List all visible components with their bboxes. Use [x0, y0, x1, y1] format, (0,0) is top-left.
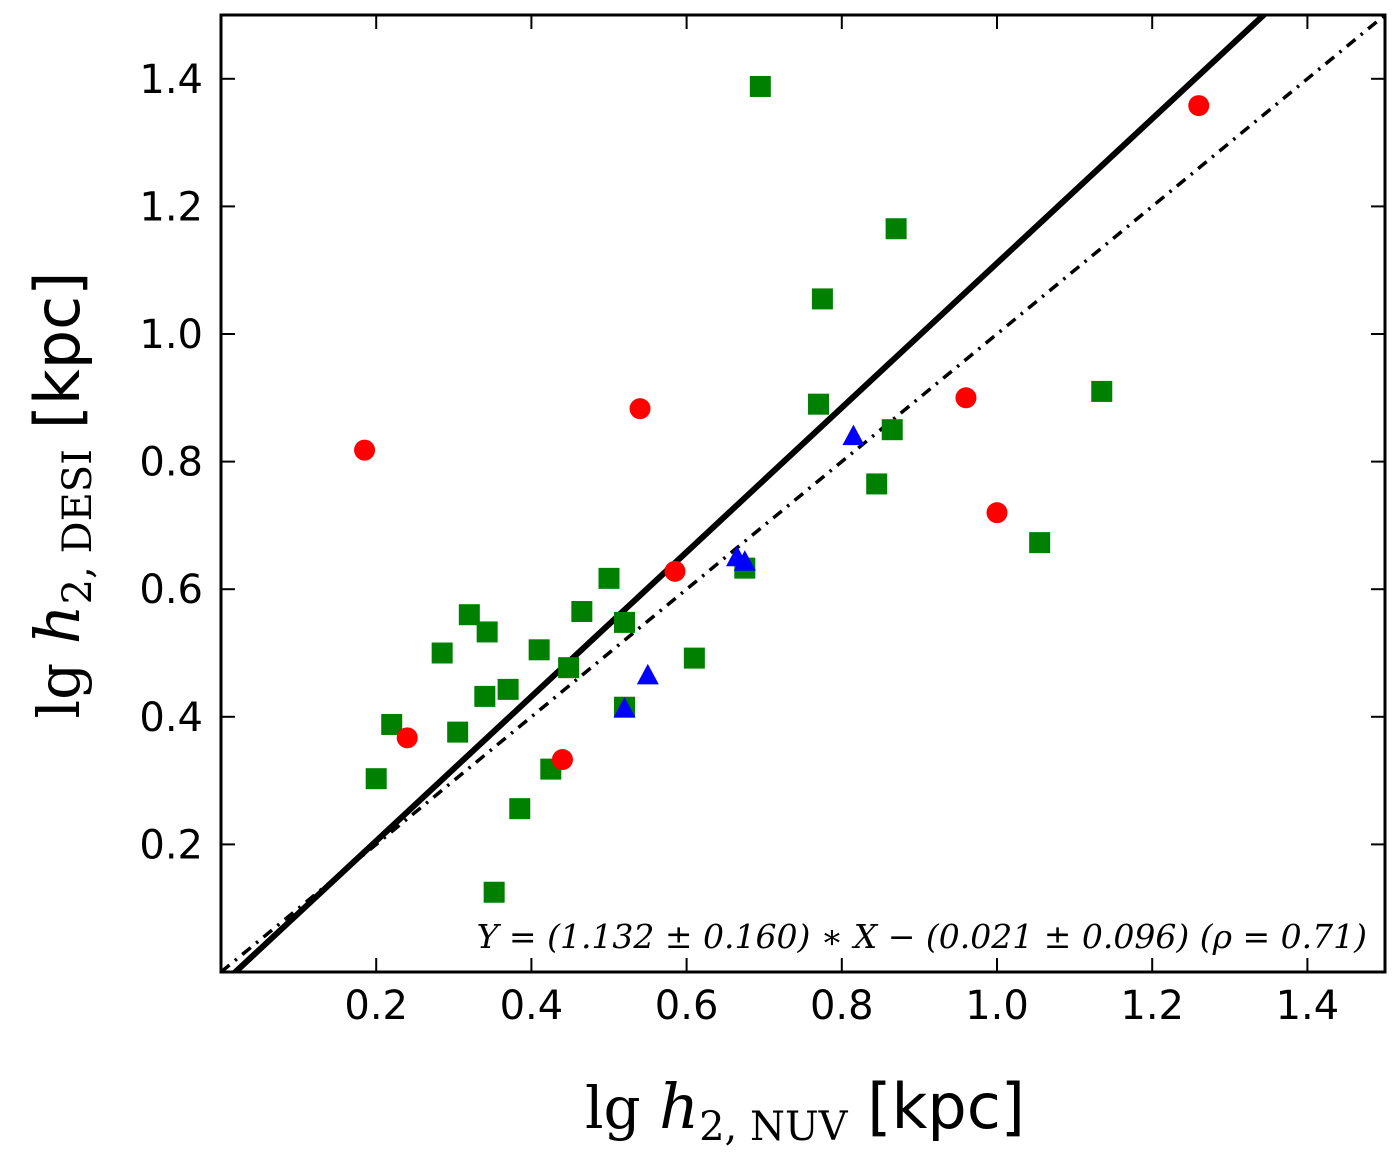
x-axis-title-prefix: lg: [585, 1074, 659, 1142]
axis-ticks: 0.2 0.4 0.6 0.8 1.0 1.2 1.4 0.2 0.4 0.6 0.8 1.0 1.2 1…: [139, 15, 1385, 1029]
point-square: [509, 798, 531, 820]
data-points: [354, 75, 1210, 903]
point-triangle: [636, 663, 659, 685]
y-tick-label: 0.8: [139, 440, 203, 486]
point-circle: [986, 502, 1008, 524]
point-square: [528, 639, 550, 661]
x-axis-title-var: h: [659, 1070, 699, 1143]
y-tick-label: 1.4: [139, 57, 203, 103]
y-axis-title-prefix: lg: [25, 644, 93, 718]
fit-line: [230, 15, 1269, 972]
point-square: [497, 678, 519, 700]
point-square: [866, 473, 888, 495]
point-square: [1029, 532, 1051, 554]
x-tick-label: 1.0: [965, 983, 1029, 1029]
annotation-fit-equation: Y = (1.132 ± 0.160) ∗ X − (0.021 ± 0.096…: [477, 917, 1367, 956]
y-axis-title: lg h2, DESI [kpc]: [21, 272, 101, 719]
point-square: [447, 721, 469, 743]
point-square: [483, 881, 505, 903]
x-axis-title-spacer: [848, 1070, 868, 1143]
y-axis-title-sub: 2, DESI: [55, 449, 101, 604]
point-circle: [551, 749, 573, 771]
x-tick-label: 1.2: [1120, 983, 1184, 1029]
x-axis-title-unit: [kpc]: [867, 1070, 1025, 1143]
y-tick-label: 1.2: [139, 184, 203, 230]
point-circle: [1188, 95, 1210, 117]
point-square: [598, 567, 620, 589]
point-triangle: [613, 697, 636, 718]
point-square: [476, 621, 498, 643]
point-triangle: [842, 424, 865, 446]
point-square: [381, 713, 403, 735]
point-square: [683, 647, 705, 669]
point-square: [365, 768, 387, 790]
point-square: [558, 657, 580, 679]
y-tick-label: 0.2: [139, 822, 203, 868]
point-square: [431, 642, 453, 664]
x-tick-label: 1.4: [1276, 983, 1340, 1029]
y-tick-label: 0.4: [139, 695, 203, 741]
point-square: [881, 419, 903, 441]
x-axis-title-sub: 2, NUV: [699, 1104, 849, 1150]
fit-lines: [221, 15, 1385, 972]
x-tick-label: 0.8: [810, 983, 874, 1029]
point-square: [571, 601, 593, 623]
x-tick-label: 0.2: [344, 983, 408, 1029]
y-tick-label: 1.0: [139, 312, 203, 358]
point-square: [885, 218, 907, 240]
point-square: [458, 604, 480, 626]
y-axis-title-var: h: [21, 604, 94, 644]
point-circle: [955, 387, 977, 409]
point-triangle: [733, 550, 756, 571]
point-circle: [354, 439, 376, 461]
x-tick-label: 0.4: [500, 983, 564, 1029]
point-square: [808, 393, 830, 415]
y-axis-title-unit: [kpc]: [21, 272, 94, 430]
point-square: [474, 685, 496, 707]
point-square: [749, 75, 771, 97]
point-square: [811, 288, 833, 310]
point-circle: [396, 727, 418, 749]
one-to-one-line: [221, 15, 1385, 972]
point-circle: [664, 560, 686, 582]
point-square: [1091, 380, 1113, 402]
x-tick-label: 0.6: [655, 983, 719, 1029]
point-square: [614, 611, 636, 633]
point-circle: [629, 398, 651, 420]
y-tick-label: 0.6: [139, 567, 203, 613]
x-axis-title: lg h2, NUV [kpc]: [585, 1070, 1025, 1150]
y-axis-title-spacer: [21, 429, 94, 449]
plot-frame: [219, 13, 1387, 974]
